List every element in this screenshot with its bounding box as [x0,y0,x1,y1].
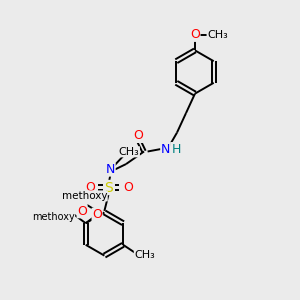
Text: CH₃: CH₃ [207,30,228,40]
Text: O: O [134,129,143,142]
Text: CH₃: CH₃ [134,250,155,260]
Text: H: H [171,142,181,156]
Text: methoxy: methoxy [62,191,107,201]
Text: O: O [85,181,94,194]
Text: O: O [92,208,102,221]
Text: N: N [106,163,115,176]
Text: S: S [104,181,113,194]
Text: O: O [123,181,133,194]
Text: methoxy: methoxy [32,212,75,222]
Text: CH₃: CH₃ [118,147,140,157]
Text: O: O [77,205,87,218]
Text: N: N [161,142,170,156]
Text: O: O [190,28,200,41]
